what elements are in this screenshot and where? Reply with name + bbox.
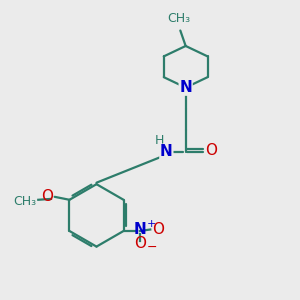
Text: O: O — [152, 222, 164, 237]
Text: CH₃: CH₃ — [168, 12, 191, 25]
Text: O: O — [134, 236, 146, 251]
Text: O: O — [41, 189, 53, 204]
Text: O: O — [205, 143, 217, 158]
Text: N: N — [134, 222, 146, 237]
Text: N: N — [179, 80, 192, 95]
Text: −: − — [146, 241, 157, 254]
Text: +: + — [146, 220, 156, 230]
Text: CH₃: CH₃ — [14, 195, 37, 208]
Text: H: H — [155, 134, 164, 147]
Text: N: N — [160, 144, 173, 159]
